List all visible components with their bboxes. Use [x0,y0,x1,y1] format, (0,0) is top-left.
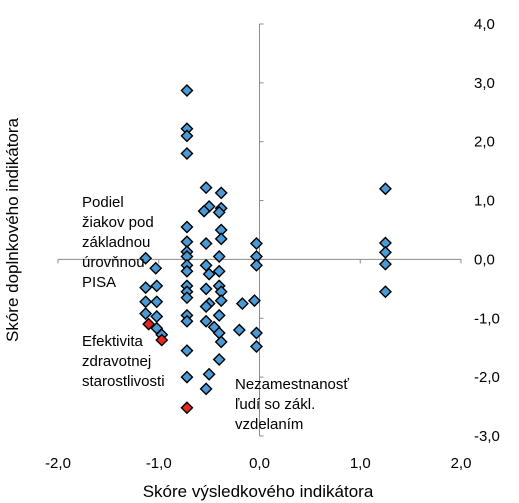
highlighted-data-point [142,317,156,331]
annotation-line: ľudí so zákl. [235,396,315,413]
annotation-line: žiakov pod [82,214,154,231]
x-tick-label: 2,0 [451,455,472,472]
data-point [378,257,392,271]
data-point [199,314,213,328]
data-point [214,232,228,246]
data-point [214,335,228,349]
data-point [150,310,164,324]
annotation-line: PISA [82,274,116,291]
data-point [180,84,194,97]
data-point [212,264,226,278]
data-point [180,291,194,305]
annotation-line: Efektivita [82,333,144,350]
data-point [197,204,211,218]
annotation-line: starostlivosti [82,373,165,390]
data-point [139,307,153,321]
data-point [199,237,213,251]
annotation-line: zdravotnej [82,353,151,370]
data-point [139,281,153,295]
data-point [212,352,226,366]
data-point [139,295,153,309]
data-point [202,267,216,281]
highlighted-data-point [180,401,194,415]
data-point [232,323,246,337]
x-axis-title: Skóre výsledkového indikátora [143,482,374,501]
annotation-line: základnou [82,234,150,251]
data-point [199,181,213,195]
data-point [247,294,261,308]
highlighted-data-point [155,333,169,347]
data-point [180,314,194,328]
data-point [199,300,213,314]
y-tick-label: -1,0 [474,310,500,327]
data-point [180,220,194,234]
ticks: -2,0 -1,0 0,0 1,0 2,0 4,0 3,0 2,0 1,0 0,0 -1,0 -2,0… [45,16,500,472]
y-tick-label: 4,0 [474,16,495,33]
data-point [180,344,194,358]
data-point [180,129,194,143]
data-point [180,264,194,278]
annotations: Podiel žiakov pod základnou úrovňnou PISA Efe… [82,194,349,433]
y-tick-label: 1,0 [474,193,495,210]
data-point [212,205,226,219]
data-point [139,251,153,265]
data-point [249,258,263,272]
x-tick-label: -2,0 [45,455,71,472]
data-point [378,182,392,196]
data-point [212,308,226,322]
annotation-line: vzdelaním [235,416,303,433]
annotation-health: Efektivita zdravotnej starostlivosti [82,333,165,390]
y-tick-label: 3,0 [474,75,495,92]
y-tick-label: -2,0 [474,369,500,386]
y-tick-label: 0,0 [474,251,495,268]
y-tick-label: -3,0 [474,428,500,445]
data-point [199,282,213,296]
data-point [149,261,163,275]
data-point [249,237,263,251]
data-point [249,340,263,354]
annotation-unemployment: Nezamestnanosť ľudí so zákl. vzdelaním [235,376,349,433]
data-point [249,326,263,340]
data-point [150,295,164,309]
y-tick-label: 2,0 [474,134,495,151]
data-point [212,249,226,263]
x-tick-label: 1,0 [350,455,371,472]
annotation-line: Nezamestnanosť [235,376,349,393]
data-points [139,84,392,415]
data-point [202,367,216,381]
x-tick-label: 0,0 [249,455,270,472]
data-point [180,146,194,160]
data-point [180,370,194,384]
data-point [378,245,392,259]
y-axis-title: Skóre doplnkového indikátora [3,117,22,342]
data-point [378,285,392,299]
data-point [199,382,213,396]
data-point [214,186,228,200]
data-point [150,279,164,293]
annotation-line: Podiel [82,194,124,211]
x-tick-label: -1,0 [146,455,172,472]
data-point [214,294,228,308]
annotation-pisa: Podiel žiakov pod základnou úrovňnou PISA [82,194,154,291]
annotation-line: úrovňnou [82,254,145,271]
data-point [235,297,249,311]
